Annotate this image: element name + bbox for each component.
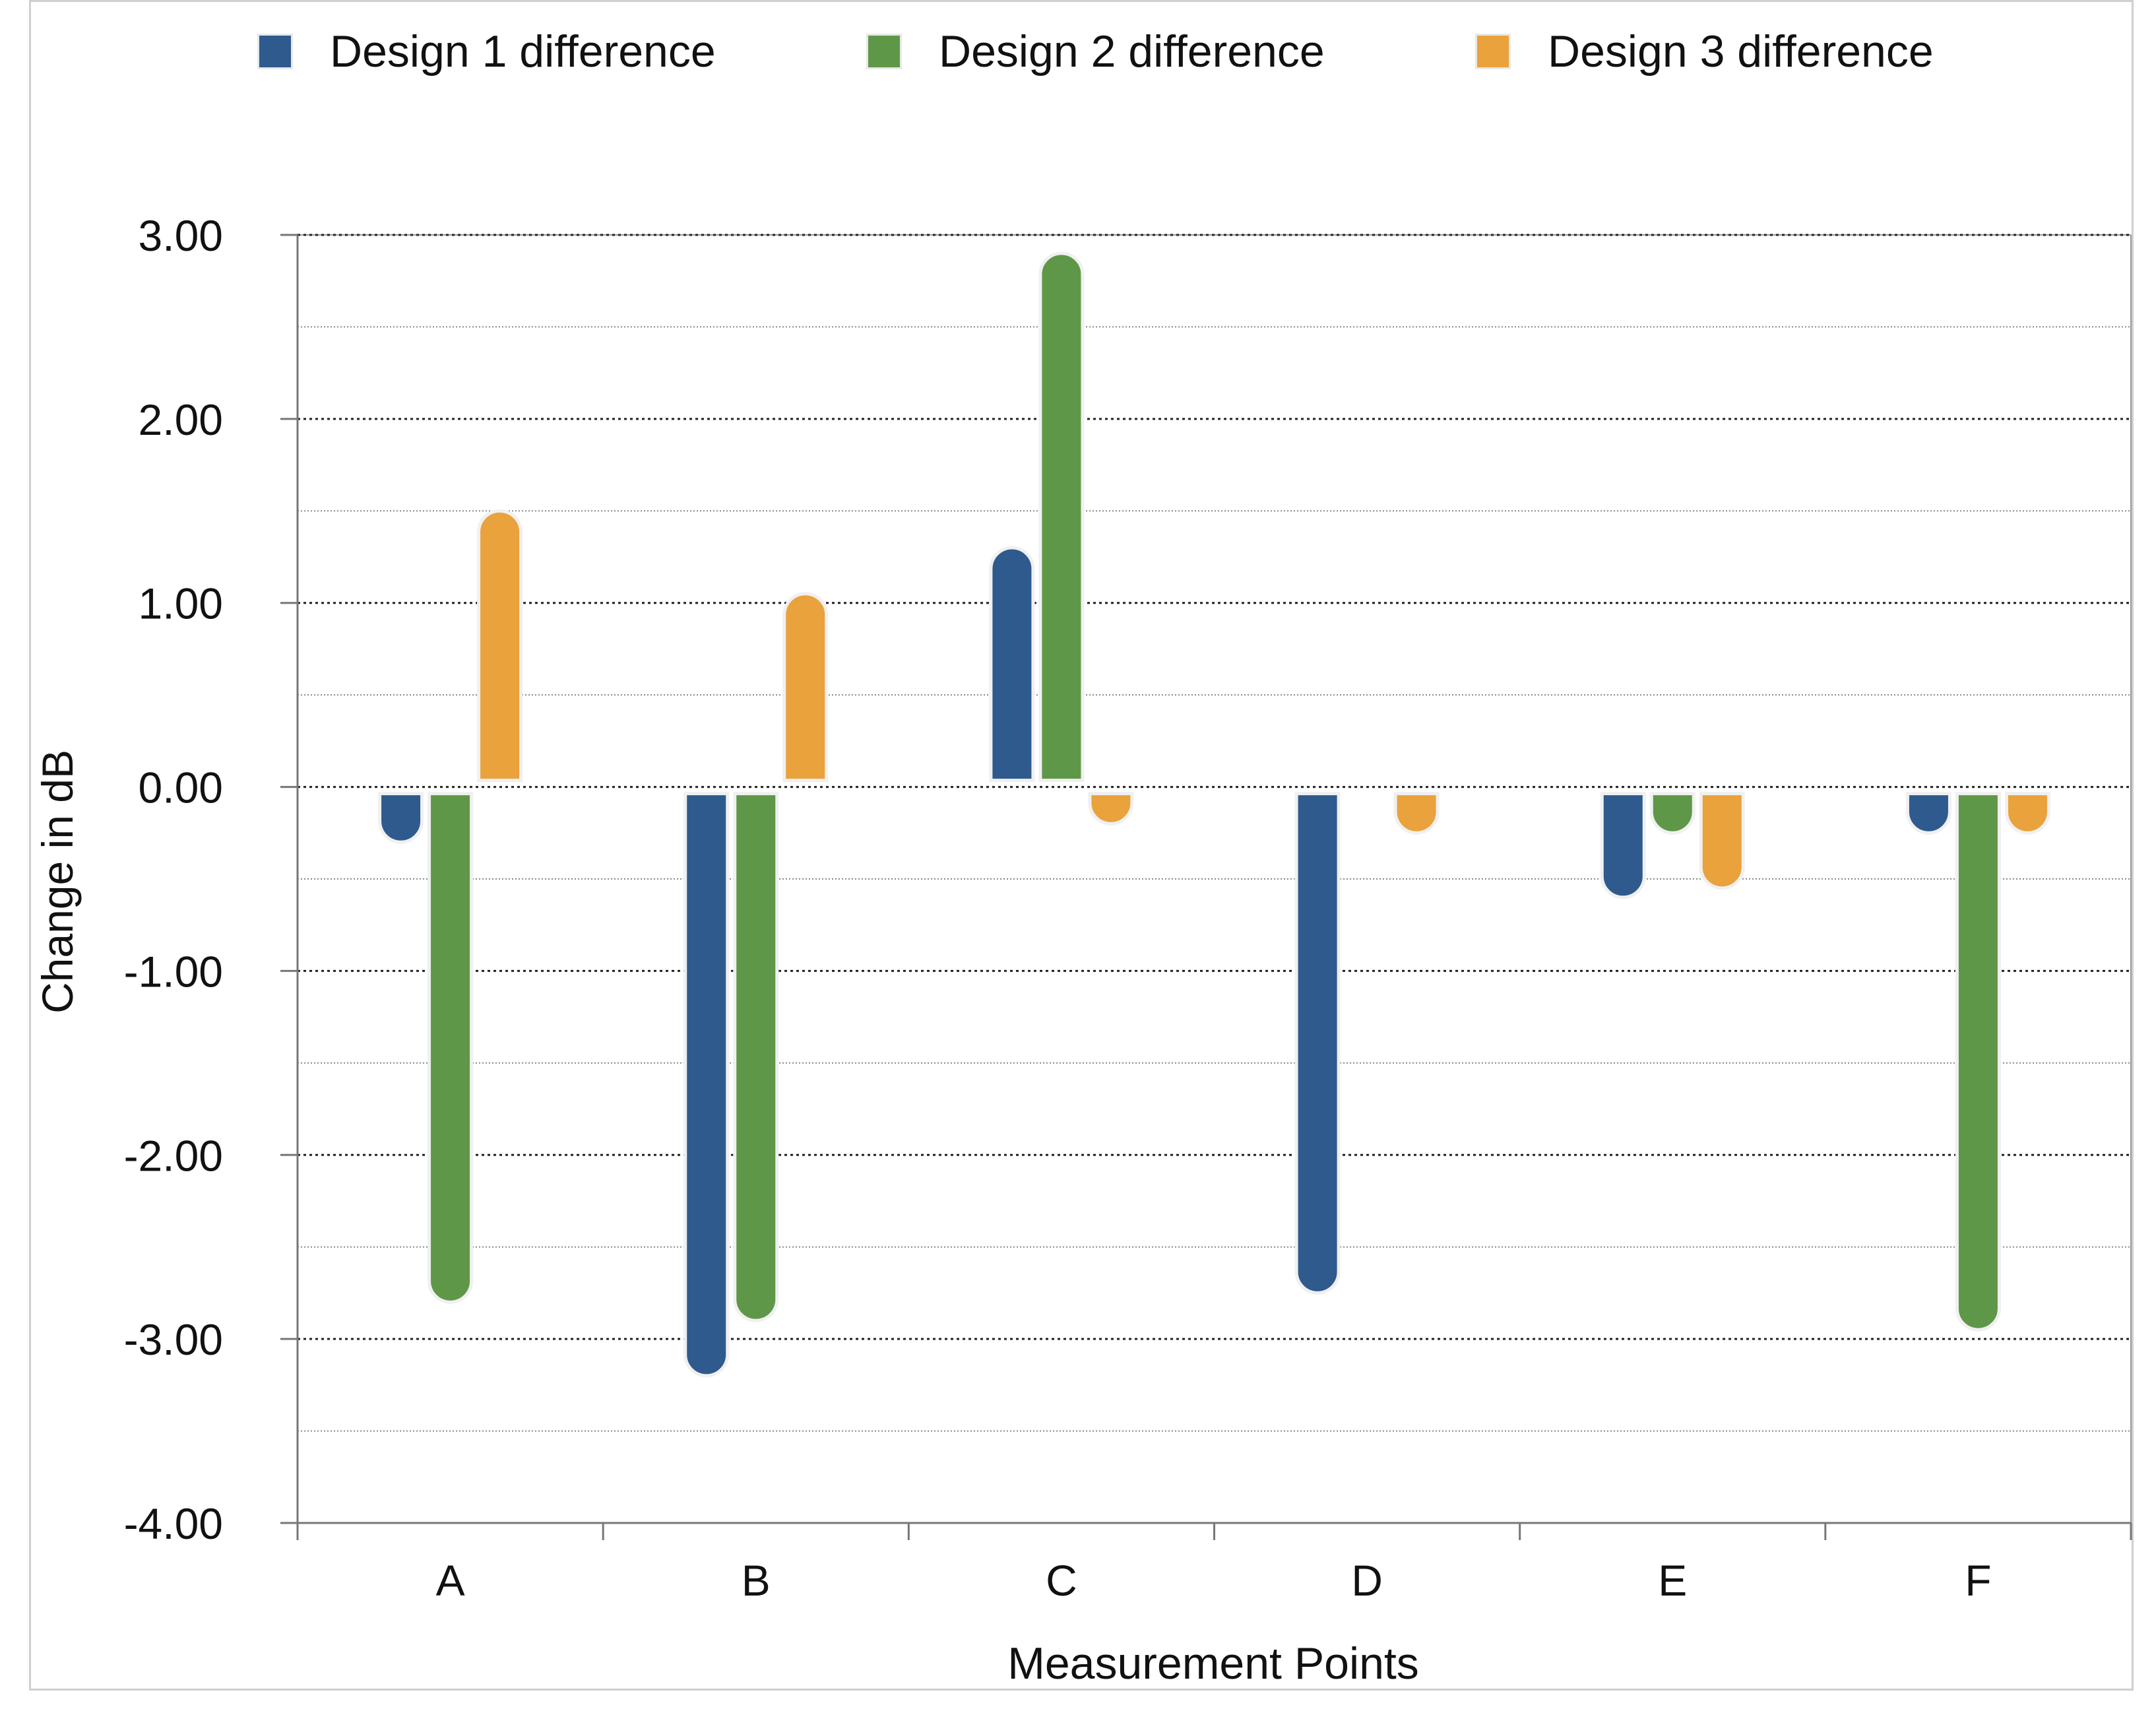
legend-label-design-1: Design 1 difference — [330, 26, 716, 77]
bar-f-design-1 — [1905, 792, 1951, 835]
bar-c-design-3 — [1088, 792, 1134, 825]
x-axis-title: Measurement Points — [1007, 1638, 1419, 1689]
grid-layer — [298, 234, 2132, 1523]
y-tick-label: 3.00 — [139, 211, 223, 260]
bar-a-design-3 — [477, 509, 523, 783]
legend-label-design-2: Design 2 difference — [939, 26, 1325, 77]
bar-e-design-3 — [1699, 792, 1745, 890]
legend: Design 1 difference Design 2 difference … — [0, 25, 2156, 78]
x-tick-label: E — [1658, 1556, 1687, 1605]
bar-b-design-2 — [733, 792, 779, 1322]
legend-item-design-3: Design 3 difference — [1475, 25, 1934, 78]
legend-item-design-2: Design 2 difference — [866, 25, 1325, 78]
bars-layer — [378, 251, 2050, 1378]
legend-swatch-design-1 — [257, 34, 293, 69]
y-tick-label: -3.00 — [124, 1315, 223, 1364]
bar-f-design-2 — [1955, 792, 2001, 1332]
x-tick-label: C — [1046, 1556, 1077, 1605]
y-tick-label: 1.00 — [139, 579, 223, 628]
legend-swatch-design-2 — [866, 34, 902, 69]
y-tick-label: -1.00 — [124, 947, 223, 996]
bar-d-design-3 — [1393, 792, 1440, 835]
y-tick-label: -2.00 — [124, 1131, 223, 1180]
bar-b-design-3 — [782, 592, 829, 783]
legend-swatch-design-3 — [1475, 34, 1511, 69]
legend-item-design-1: Design 1 difference — [257, 25, 716, 78]
bar-e-design-1 — [1600, 792, 1646, 899]
x-tick-label: D — [1351, 1556, 1383, 1605]
bar-a-design-1 — [378, 792, 424, 844]
x-tick-label: F — [1965, 1556, 1991, 1605]
y-tick-label: -4.00 — [124, 1499, 223, 1548]
bar-c-design-1 — [989, 546, 1035, 783]
x-tick-label: A — [436, 1556, 465, 1605]
y-axis-title: Change in dB — [33, 750, 82, 1014]
bar-d-design-1 — [1294, 792, 1341, 1295]
bar-c-design-2 — [1038, 251, 1085, 783]
axis-layer: 3.00 2.00 1.00 0.00 -1.00 -2.00 -3.00 -4.00 A B C D… — [124, 211, 2132, 1605]
legend-label-design-3: Design 3 difference — [1548, 26, 1934, 77]
bar-e-design-2 — [1649, 792, 1696, 835]
bar-b-design-1 — [683, 792, 730, 1378]
y-tick-label: 0.00 — [139, 763, 223, 812]
y-tick-label: 2.00 — [139, 395, 223, 444]
bar-a-design-2 — [428, 792, 474, 1304]
x-tick-label: B — [742, 1556, 771, 1605]
bar-f-design-3 — [2004, 792, 2050, 835]
